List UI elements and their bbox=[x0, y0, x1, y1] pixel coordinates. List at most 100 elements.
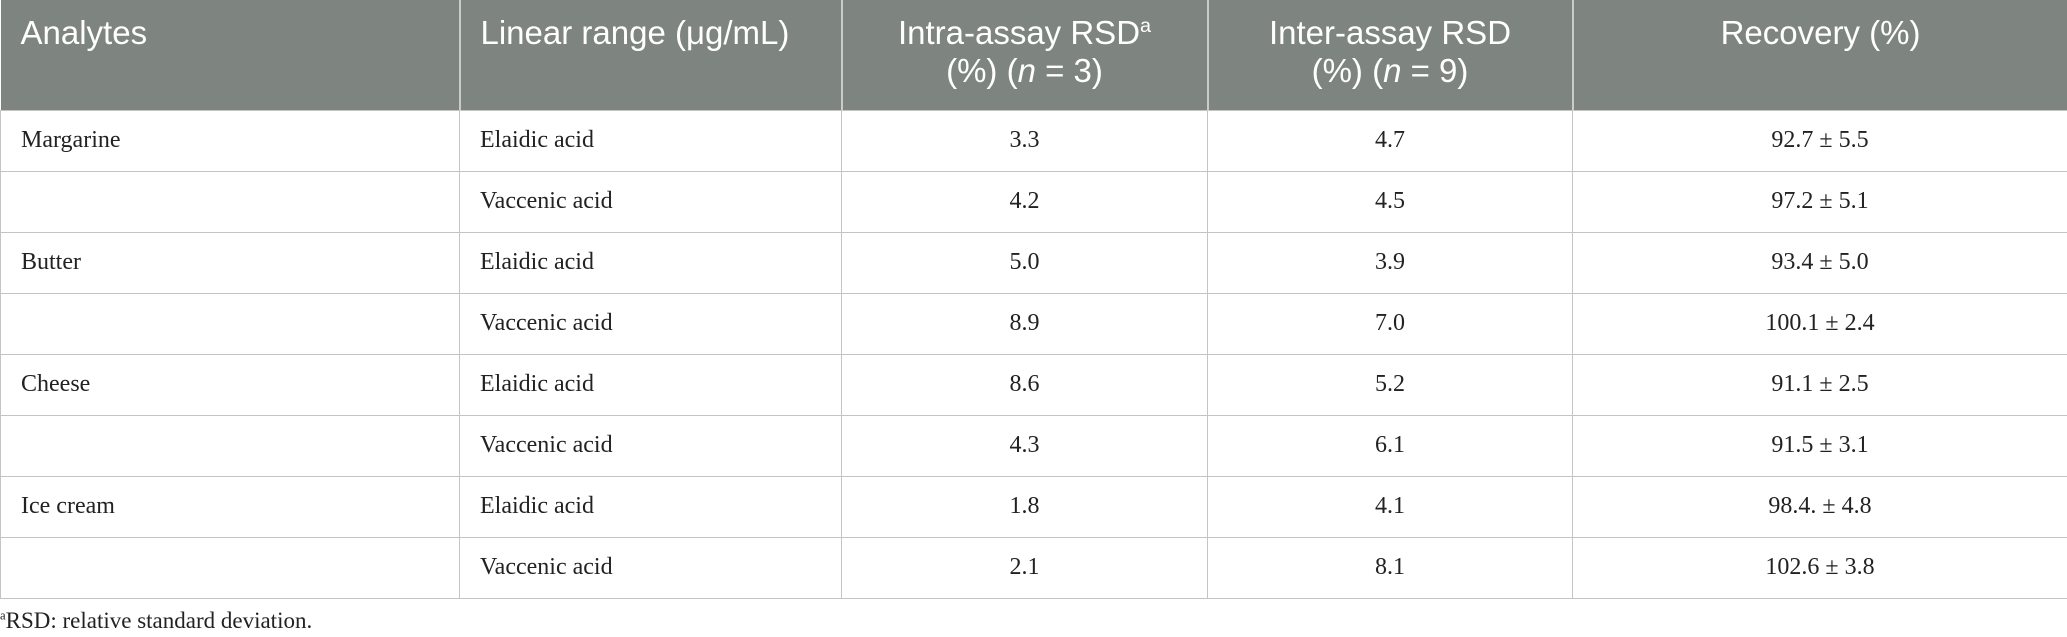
header-row: Analytes Linear range (μg/mL) Intra-assay … bbox=[0, 0, 2067, 110]
table-cell: 7.0 bbox=[1207, 292, 1573, 355]
table-cell: 4.7 bbox=[1207, 109, 1573, 172]
cell-text: 1.8 bbox=[1009, 493, 1040, 519]
header-text: (%) ( bbox=[1311, 52, 1384, 89]
header-text: Analytes bbox=[20, 14, 148, 51]
table-cell bbox=[0, 170, 460, 233]
cell-text: 5.2 bbox=[1375, 371, 1405, 397]
table-cell: Vaccenic acid bbox=[459, 292, 842, 355]
table-cell: 91.5 ± 3.1 bbox=[1572, 414, 2067, 477]
cell-text: 4.2 bbox=[1009, 188, 1040, 214]
cell-text: Margarine bbox=[21, 127, 121, 153]
cell-text: 93.4 ± 5.0 bbox=[1771, 249, 1869, 275]
header-cell: Recovery (%) bbox=[1571, 0, 2067, 110]
header-italic: n bbox=[1017, 52, 1036, 89]
table-cell: Margarine bbox=[0, 109, 460, 172]
table-cell: Elaidic acid bbox=[459, 109, 842, 172]
table-row: Vaccenic acid 2.1 8.1 102.6 ± 3.8 bbox=[0, 536, 2067, 599]
table-row: Vaccenic acid 8.9 7.0 100.1 ± 2.4 bbox=[0, 292, 2067, 355]
header-text: Recovery (%) bbox=[1720, 14, 1921, 51]
cell-text: 4.5 bbox=[1375, 188, 1405, 214]
table-cell: 4.5 bbox=[1207, 170, 1573, 233]
cell-text: 100.1 ± 2.4 bbox=[1765, 310, 1875, 336]
header-text: Inter-assay RSD bbox=[1268, 14, 1512, 51]
header-text: Intra-assay RSD bbox=[897, 14, 1141, 51]
data-table: Analytes Linear range (μg/mL) Intra-assay … bbox=[0, 0, 2067, 599]
table-cell: 93.4 ± 5.0 bbox=[1572, 231, 2067, 294]
table-cell: 2.1 bbox=[841, 536, 1208, 599]
table-row: Vaccenic acid 4.2 4.5 97.2 ± 5.1 bbox=[0, 170, 2067, 233]
cell-text: 8.6 bbox=[1009, 371, 1040, 397]
table-cell: 5.2 bbox=[1207, 353, 1573, 416]
cell-text: Vaccenic acid bbox=[480, 310, 613, 336]
table-row: Margarine Elaidic acid 3.3 4.7 92.7 ± 5.5 bbox=[0, 109, 2067, 172]
cell-text: 91.5 ± 3.1 bbox=[1771, 432, 1869, 458]
table-cell: 8.1 bbox=[1207, 536, 1573, 599]
table-cell: 100.1 ± 2.4 bbox=[1572, 292, 2067, 355]
table-cell: 4.2 bbox=[841, 170, 1208, 233]
table-cell: 4.3 bbox=[841, 414, 1208, 477]
cell-text: 3.9 bbox=[1375, 249, 1405, 275]
cell-text: Elaidic acid bbox=[480, 127, 594, 153]
table-row: Cheese Elaidic acid 8.6 5.2 91.1 ± 2.5 bbox=[0, 353, 2067, 416]
table-cell: 102.6 ± 3.8 bbox=[1572, 536, 2067, 599]
cell-text: Elaidic acid bbox=[480, 493, 594, 519]
cell-text: 8.1 bbox=[1375, 554, 1405, 580]
table-cell: Vaccenic acid bbox=[459, 414, 842, 477]
cell-text: 8.9 bbox=[1009, 310, 1040, 336]
table-cell bbox=[0, 292, 460, 355]
table-row: Butter Elaidic acid 5.0 3.9 93.4 ± 5.0 bbox=[0, 231, 2067, 294]
cell-text: 98.4. ± 4.8 bbox=[1768, 493, 1872, 519]
footnote: aRSD: relative standard deviation. bbox=[0, 608, 312, 634]
cell-text: Elaidic acid bbox=[480, 249, 594, 275]
header-cell: Inter-assay RSD (%) (n = 9) bbox=[1206, 0, 1573, 110]
cell-text: 2.1 bbox=[1009, 554, 1040, 580]
header-text: = 9) bbox=[1401, 52, 1469, 89]
footnote-marker: a bbox=[0, 608, 6, 623]
header-text: Linear range (μg/mL) bbox=[480, 14, 790, 51]
header-cell: Intra-assay RSDa (%) (n = 3) bbox=[840, 0, 1208, 110]
cell-text: 4.1 bbox=[1375, 493, 1405, 519]
table-cell: 5.0 bbox=[841, 231, 1208, 294]
cell-text: 92.7 ± 5.5 bbox=[1771, 127, 1869, 153]
table-body: Margarine Elaidic acid 3.3 4.7 92.7 ± 5.5 Vac… bbox=[0, 109, 2067, 599]
header-superscript: a bbox=[1140, 15, 1152, 37]
cell-text: 4.3 bbox=[1009, 432, 1040, 458]
table-cell: Ice cream bbox=[0, 475, 460, 538]
table-cell: 6.1 bbox=[1207, 414, 1573, 477]
cell-text: Ice cream bbox=[21, 493, 115, 519]
cell-text: 91.1 ± 2.5 bbox=[1771, 371, 1869, 397]
cell-text: 6.1 bbox=[1375, 432, 1405, 458]
cell-text: 7.0 bbox=[1375, 310, 1405, 336]
cell-text: Elaidic acid bbox=[480, 371, 594, 397]
table-cell: 91.1 ± 2.5 bbox=[1572, 353, 2067, 416]
cell-text: Butter bbox=[21, 249, 81, 275]
cell-text: 4.7 bbox=[1375, 127, 1405, 153]
table-row: Ice cream Elaidic acid 1.8 4.1 98.4. ± 4.8 bbox=[0, 475, 2067, 538]
header-text: (%) ( bbox=[946, 52, 1018, 89]
table-cell: Butter bbox=[0, 231, 460, 294]
cell-text: 5.0 bbox=[1009, 249, 1040, 275]
header-text: = 3) bbox=[1035, 52, 1103, 89]
table-cell: 97.2 ± 5.1 bbox=[1572, 170, 2067, 233]
table-cell bbox=[0, 536, 460, 599]
cell-text: Vaccenic acid bbox=[480, 188, 613, 214]
table-cell: 3.9 bbox=[1207, 231, 1573, 294]
table-cell: Cheese bbox=[0, 353, 460, 416]
table-cell: 3.3 bbox=[841, 109, 1208, 172]
table-cell: Vaccenic acid bbox=[459, 170, 842, 233]
table-cell: 1.8 bbox=[841, 475, 1208, 538]
cell-text: Cheese bbox=[21, 371, 91, 397]
cell-text: Vaccenic acid bbox=[480, 432, 613, 458]
table-cell bbox=[0, 414, 460, 477]
table-cell: 4.1 bbox=[1207, 475, 1573, 538]
cell-text: Vaccenic acid bbox=[480, 554, 613, 580]
cell-text: 97.2 ± 5.1 bbox=[1771, 188, 1869, 214]
table-cell: Elaidic acid bbox=[459, 475, 842, 538]
table-cell: Vaccenic acid bbox=[459, 536, 842, 599]
cell-text: 102.6 ± 3.8 bbox=[1765, 554, 1875, 580]
table-cell: 92.7 ± 5.5 bbox=[1572, 109, 2067, 172]
footnote-text: RSD: relative standard deviation. bbox=[5, 608, 313, 633]
table-row: Vaccenic acid 4.3 6.1 91.5 ± 3.1 bbox=[0, 414, 2067, 477]
header-cell: Linear range (μg/mL) bbox=[458, 0, 842, 110]
header-cell: Analytes bbox=[0, 0, 460, 110]
